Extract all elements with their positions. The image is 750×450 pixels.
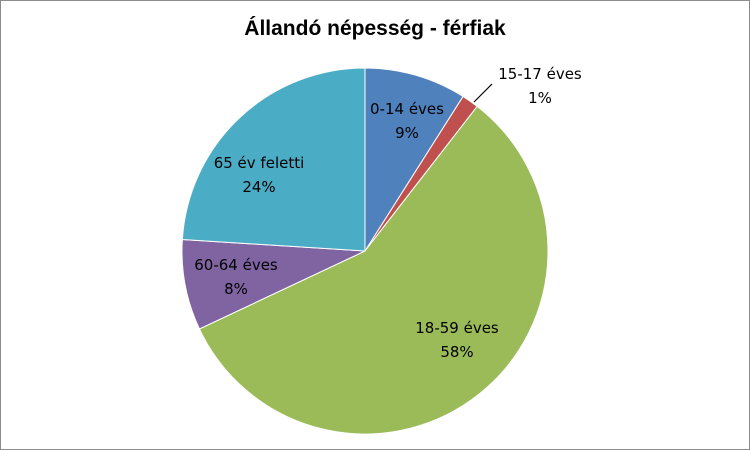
- leader-line: [473, 83, 493, 103]
- slice-value-label: 24%: [242, 178, 275, 196]
- pie-slice-60-64-éves: [181, 238, 366, 330]
- slice-label: 0-14 éves: [370, 100, 444, 118]
- chart-title: Állandó népesség - férfiak: [244, 17, 506, 40]
- slice-label: 60-64 éves: [194, 256, 278, 274]
- slice-label: 15-17 éves: [498, 65, 582, 83]
- slice-label: 18-59 éves: [415, 319, 499, 337]
- slice-value-label: 8%: [224, 280, 248, 298]
- slice-value-label: 9%: [395, 124, 419, 142]
- pie-slice-65-év-feletti: [181, 67, 366, 252]
- slice-value-label: 1%: [528, 89, 552, 107]
- pie-slice-0-14-éves: [364, 67, 464, 253]
- pie-slice-18-59-éves: [198, 105, 549, 435]
- slice-label: 65 év feletti: [214, 154, 305, 172]
- slice-value-label: 58%: [440, 343, 473, 361]
